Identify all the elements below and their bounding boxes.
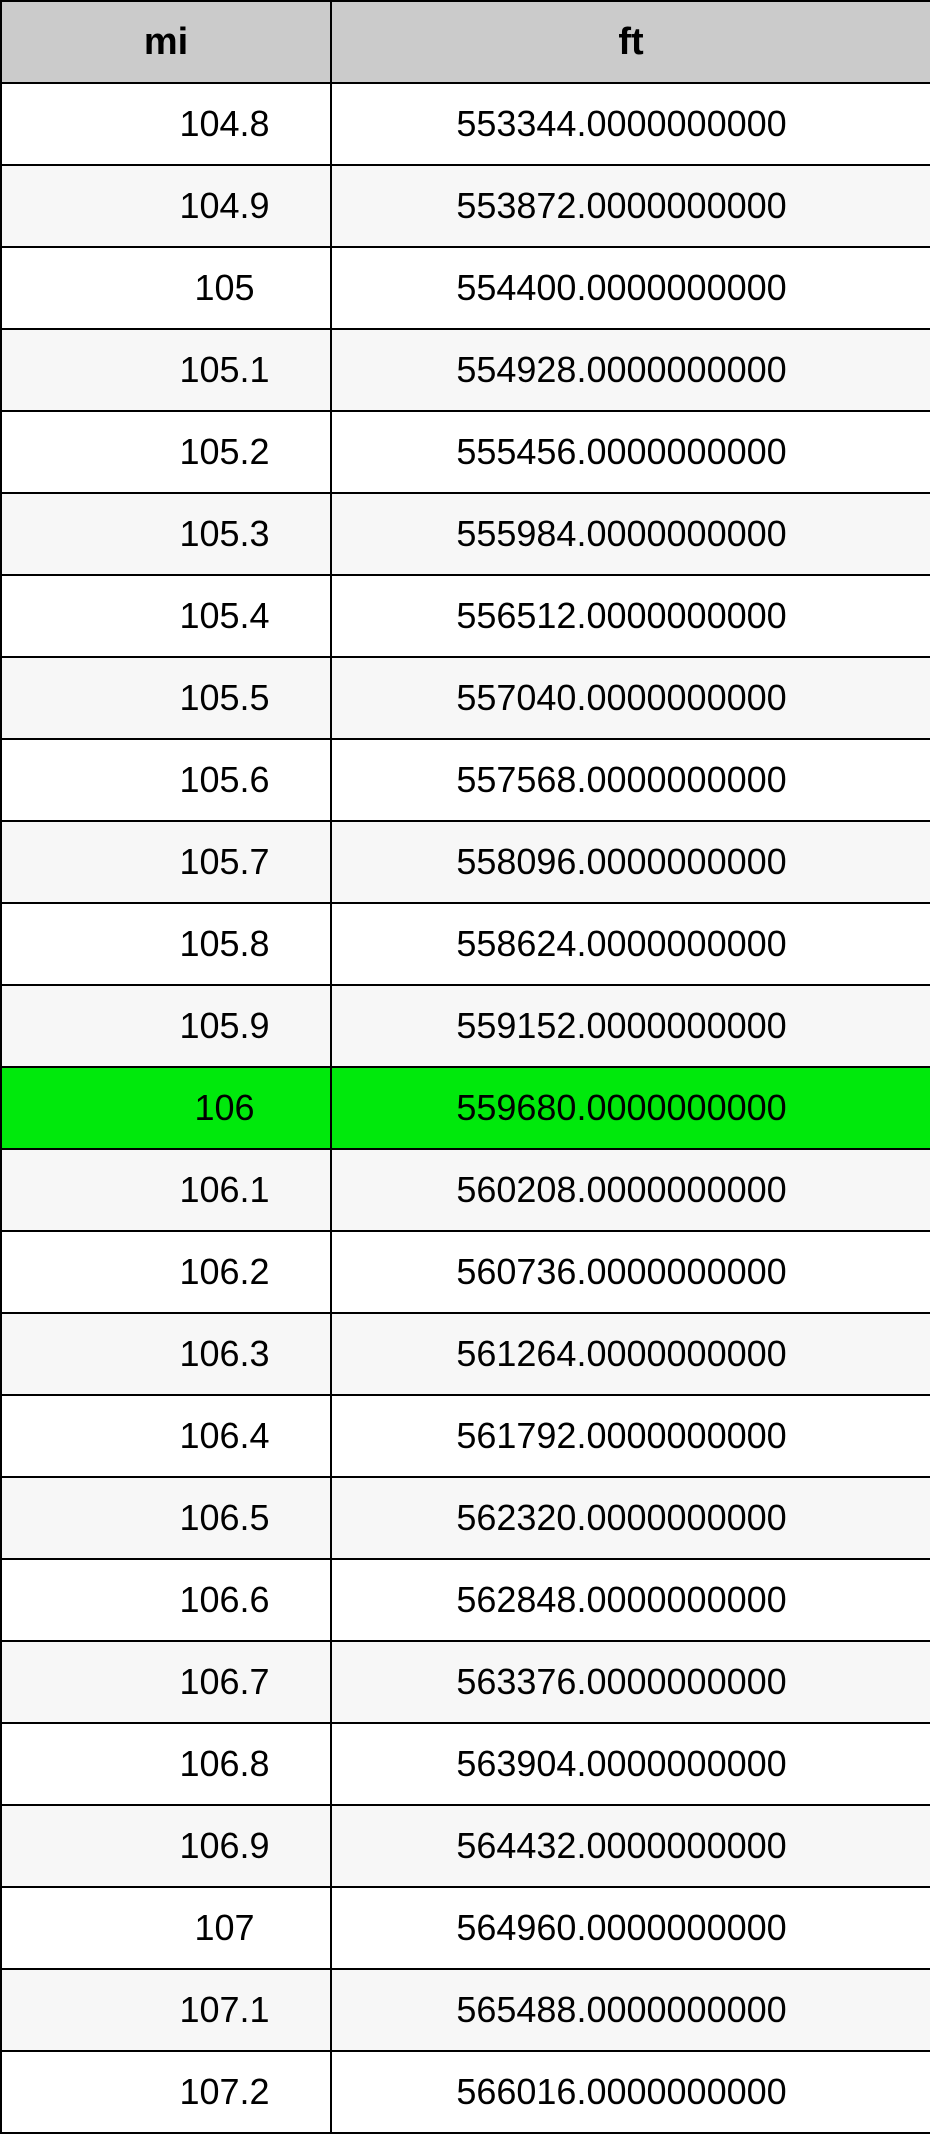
cell-ft: 557568.0000000000 [331,739,930,821]
table-header-row: mi ft [1,1,930,83]
table-row: 106.2560736.0000000000 [1,1231,930,1313]
table-row: 107.1565488.0000000000 [1,1969,930,2051]
cell-ft: 560736.0000000000 [331,1231,930,1313]
cell-mi: 105.7 [1,821,331,903]
cell-mi: 107.1 [1,1969,331,2051]
table-row: 106.3561264.0000000000 [1,1313,930,1395]
cell-mi: 105.1 [1,329,331,411]
cell-ft: 558096.0000000000 [331,821,930,903]
table-row: 106.5562320.0000000000 [1,1477,930,1559]
table-row: 105.8558624.0000000000 [1,903,930,985]
cell-mi: 106.1 [1,1149,331,1231]
cell-mi: 105.4 [1,575,331,657]
cell-mi: 106.8 [1,1723,331,1805]
cell-ft: 565488.0000000000 [331,1969,930,2051]
cell-ft: 564432.0000000000 [331,1805,930,1887]
cell-mi: 104.8 [1,83,331,165]
table-row: 106.6562848.0000000000 [1,1559,930,1641]
cell-mi: 106 [1,1067,331,1149]
cell-mi: 105 [1,247,331,329]
cell-mi: 106.9 [1,1805,331,1887]
table-row: 104.9553872.0000000000 [1,165,930,247]
table-row: 105.3555984.0000000000 [1,493,930,575]
table-row: 106.7563376.0000000000 [1,1641,930,1723]
table-row: 107564960.0000000000 [1,1887,930,1969]
table-row: 105.9559152.0000000000 [1,985,930,1067]
cell-mi: 105.5 [1,657,331,739]
cell-mi: 106.3 [1,1313,331,1395]
table-row: 106.9564432.0000000000 [1,1805,930,1887]
cell-mi: 106.2 [1,1231,331,1313]
cell-mi: 106.4 [1,1395,331,1477]
table-row: 106.4561792.0000000000 [1,1395,930,1477]
cell-mi: 107.2 [1,2051,331,2133]
cell-ft: 555984.0000000000 [331,493,930,575]
table-row: 105.2555456.0000000000 [1,411,930,493]
cell-ft: 554928.0000000000 [331,329,930,411]
table-row: 104.8553344.0000000000 [1,83,930,165]
conversion-table: mi ft 104.8553344.0000000000 104.9553872… [0,0,930,2134]
cell-mi: 106.7 [1,1641,331,1723]
cell-ft: 554400.0000000000 [331,247,930,329]
cell-ft: 555456.0000000000 [331,411,930,493]
cell-ft: 563904.0000000000 [331,1723,930,1805]
column-header-mi: mi [1,1,331,83]
cell-ft: 556512.0000000000 [331,575,930,657]
cell-ft: 559152.0000000000 [331,985,930,1067]
cell-mi: 105.6 [1,739,331,821]
column-header-ft: ft [331,1,930,83]
cell-mi: 107 [1,1887,331,1969]
table-body: 104.8553344.0000000000 104.9553872.00000… [1,83,930,2133]
table-row: 105.1554928.0000000000 [1,329,930,411]
cell-ft: 559680.0000000000 [331,1067,930,1149]
cell-ft: 560208.0000000000 [331,1149,930,1231]
cell-ft: 553872.0000000000 [331,165,930,247]
table-row: 105.5557040.0000000000 [1,657,930,739]
table-row: 107.2566016.0000000000 [1,2051,930,2133]
cell-ft: 564960.0000000000 [331,1887,930,1969]
table-row: 105.6557568.0000000000 [1,739,930,821]
cell-mi: 105.2 [1,411,331,493]
cell-ft: 562320.0000000000 [331,1477,930,1559]
cell-mi: 105.9 [1,985,331,1067]
cell-ft: 561264.0000000000 [331,1313,930,1395]
table-row: 106.8563904.0000000000 [1,1723,930,1805]
cell-ft: 558624.0000000000 [331,903,930,985]
cell-mi: 105.8 [1,903,331,985]
cell-ft: 561792.0000000000 [331,1395,930,1477]
cell-ft: 566016.0000000000 [331,2051,930,2133]
table-row-highlighted: 106559680.0000000000 [1,1067,930,1149]
table-row: 106.1560208.0000000000 [1,1149,930,1231]
table-row: 105.7558096.0000000000 [1,821,930,903]
cell-ft: 562848.0000000000 [331,1559,930,1641]
cell-mi: 106.6 [1,1559,331,1641]
cell-mi: 104.9 [1,165,331,247]
cell-mi: 105.3 [1,493,331,575]
table-row: 105554400.0000000000 [1,247,930,329]
cell-ft: 553344.0000000000 [331,83,930,165]
table-row: 105.4556512.0000000000 [1,575,930,657]
cell-mi: 106.5 [1,1477,331,1559]
cell-ft: 563376.0000000000 [331,1641,930,1723]
cell-ft: 557040.0000000000 [331,657,930,739]
